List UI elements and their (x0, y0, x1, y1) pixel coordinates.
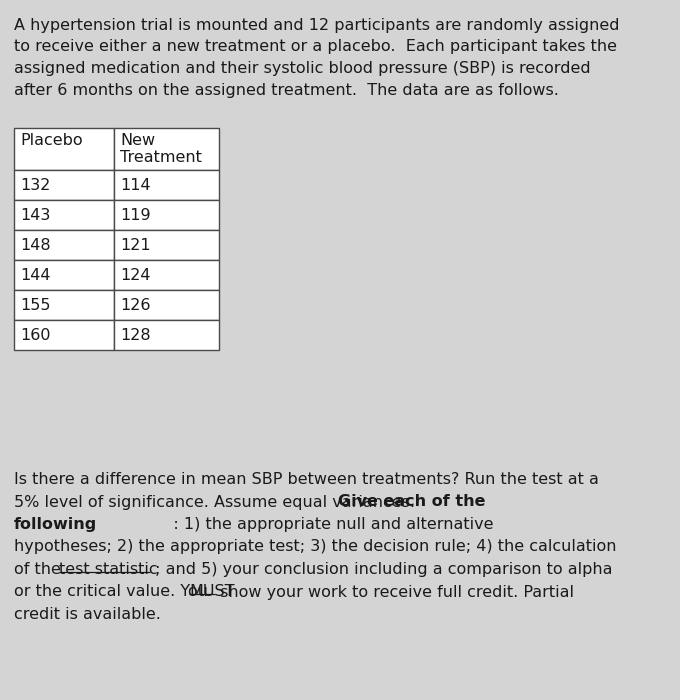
Bar (114, 290, 219, 320)
Text: or the critical value. You: or the critical value. You (14, 584, 213, 599)
Text: MUST: MUST (189, 584, 235, 599)
Text: 124: 124 (120, 267, 150, 283)
Text: 155: 155 (20, 298, 50, 312)
Text: after 6 months on the assigned treatment.  The data are as follows.: after 6 months on the assigned treatment… (14, 83, 559, 97)
Bar (14, 290, 114, 320)
Text: to receive either a new treatment or a placebo.  Each participant takes the: to receive either a new treatment or a p… (14, 39, 617, 55)
Text: 143: 143 (20, 207, 50, 223)
Text: show your work to receive full credit. Partial: show your work to receive full credit. P… (215, 584, 574, 599)
Text: A hypertension trial is mounted and 12 participants are randomly assigned: A hypertension trial is mounted and 12 p… (14, 18, 619, 33)
Bar (114, 170, 219, 200)
Text: ; and 5) your conclusion including a comparison to alpha: ; and 5) your conclusion including a com… (150, 562, 613, 577)
Text: test statistic: test statistic (59, 562, 158, 577)
Text: Is there a difference in mean SBP between treatments? Run the test at a: Is there a difference in mean SBP betwee… (14, 472, 599, 487)
Bar (14, 260, 114, 290)
Bar (14, 200, 114, 230)
Text: following: following (14, 517, 97, 532)
Text: New
Treatment: New Treatment (120, 133, 202, 165)
Bar (114, 260, 219, 290)
Text: 128: 128 (120, 328, 151, 342)
Text: : 1) the appropriate null and alternative: : 1) the appropriate null and alternativ… (76, 517, 494, 532)
Bar (114, 128, 219, 170)
Text: 148: 148 (20, 237, 50, 253)
Text: Placebo: Placebo (20, 133, 83, 148)
Bar (14, 320, 114, 350)
Text: assigned medication and their systolic blood pressure (SBP) is recorded: assigned medication and their systolic b… (14, 61, 591, 76)
Bar (14, 170, 114, 200)
Text: hypotheses; 2) the appropriate test; 3) the decision rule; 4) the calculation: hypotheses; 2) the appropriate test; 3) … (14, 540, 617, 554)
Bar (14, 230, 114, 260)
Text: 114: 114 (120, 178, 151, 193)
Bar (114, 200, 219, 230)
Text: of the: of the (14, 562, 66, 577)
Bar (14, 128, 114, 170)
Text: 126: 126 (120, 298, 150, 312)
Text: 132: 132 (20, 178, 50, 193)
Text: 119: 119 (120, 207, 151, 223)
Text: 5% level of significance. Assume equal variances.: 5% level of significance. Assume equal v… (14, 494, 420, 510)
Bar (114, 230, 219, 260)
Text: Give each of the: Give each of the (338, 494, 486, 510)
Bar (114, 320, 219, 350)
Text: credit is available.: credit is available. (14, 607, 161, 622)
Text: 121: 121 (120, 237, 151, 253)
Text: 144: 144 (20, 267, 50, 283)
Text: 160: 160 (20, 328, 50, 342)
